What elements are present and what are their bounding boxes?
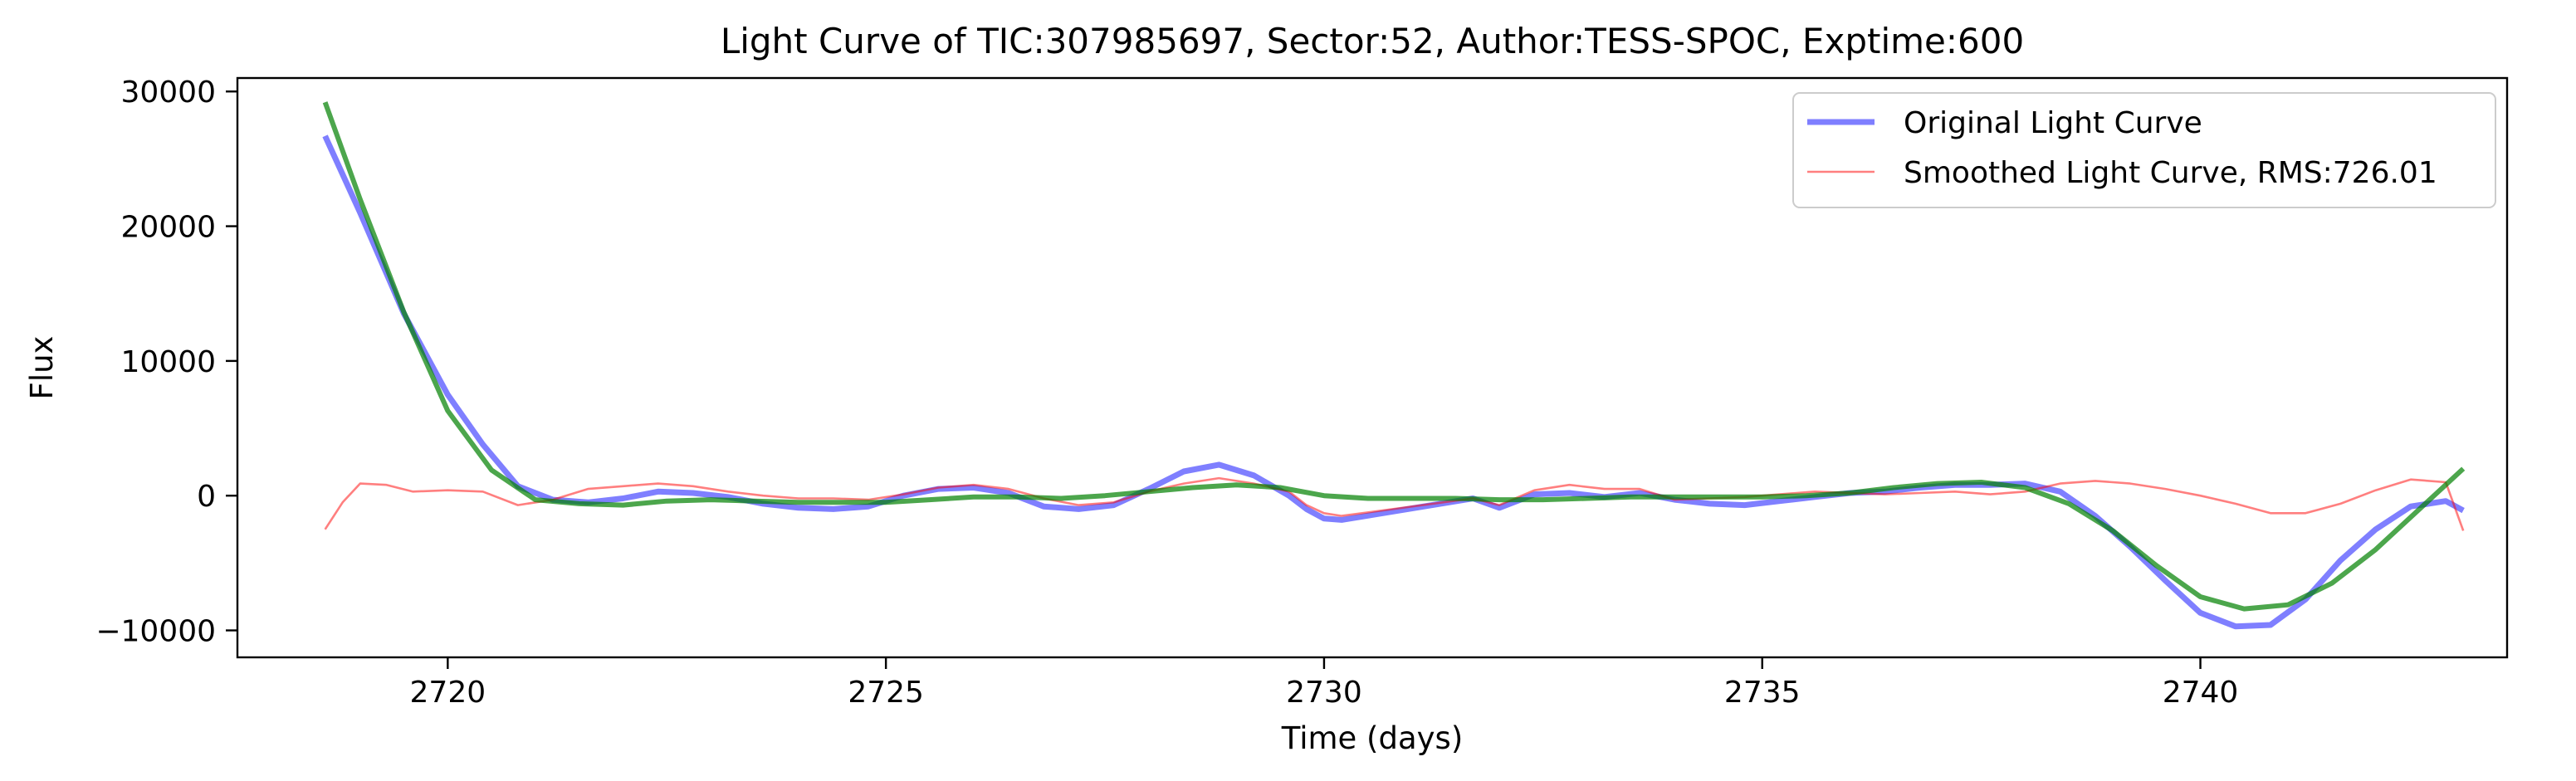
- y-tick-label: −10000: [95, 615, 216, 649]
- y-axis: −10000 0 10000 20000 30000: [95, 76, 237, 649]
- series-layer: [322, 101, 2466, 630]
- legend: Original Light Curve Smoothed Light Curv…: [1792, 92, 2496, 208]
- plot-frame: [236, 76, 2509, 659]
- series-fit-line: [322, 101, 2466, 612]
- legend-label-smoothed: Smoothed Light Curve, RMS:726.01: [1904, 156, 2437, 190]
- x-tick-label: 2740: [2163, 676, 2239, 710]
- legend-label-original: Original Light Curve: [1904, 106, 2202, 140]
- x-axis: 2720 2725 2730 2735 2740: [410, 657, 2239, 710]
- y-tick-label: 0: [197, 480, 216, 514]
- series-smoothed-line: [324, 476, 2465, 531]
- x-tick-label: 2720: [410, 676, 486, 710]
- chart-title: Light Curve of TIC:307985697, Sector:52,…: [721, 21, 2024, 61]
- y-tick-label: 30000: [120, 76, 216, 110]
- x-tick-label: 2725: [848, 676, 924, 710]
- y-axis-label: Flux: [24, 336, 60, 400]
- y-tick-label: 20000: [120, 211, 216, 245]
- x-tick-label: 2735: [1724, 676, 1801, 710]
- x-axis-label: Time (days): [1281, 720, 1464, 756]
- legend-box: [1792, 92, 2496, 208]
- x-tick-label: 2730: [1286, 676, 1362, 710]
- y-tick-label: 10000: [120, 345, 216, 379]
